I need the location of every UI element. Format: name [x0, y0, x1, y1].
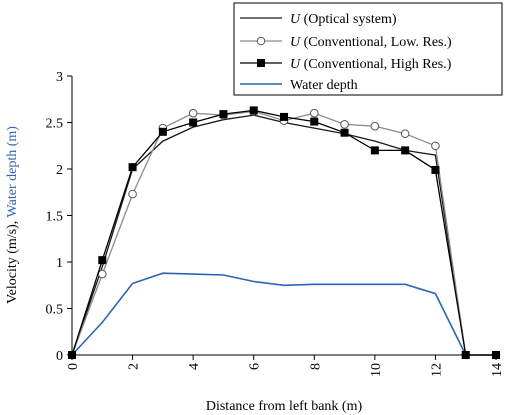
x-tick-label: 4: [187, 363, 202, 370]
y-tick-label: 0.5: [46, 303, 64, 318]
data-point: [492, 351, 500, 359]
legend-text: (Conventional, Low. Res.): [300, 35, 452, 50]
y-axis-title-water-depth: Water depth (m): [5, 126, 20, 218]
data-point: [97, 269, 107, 279]
legend-symbol: U: [290, 12, 301, 27]
series-layer: [67, 106, 501, 360]
legend-text: (Conventional, High Res.): [300, 57, 452, 72]
data-point: [189, 118, 198, 127]
x-tick-label: 14: [490, 363, 505, 377]
data-point: [400, 129, 410, 138]
legend-label: Water depth: [290, 78, 358, 93]
legend-marker: [257, 59, 265, 67]
series-3: [71, 272, 496, 356]
data-point: [461, 351, 470, 359]
y-tick-label: 2.5: [46, 117, 64, 132]
x-tick-label: 6: [248, 363, 263, 370]
x-tick-label: 10: [369, 363, 384, 377]
x-tick-label: 8: [308, 363, 323, 370]
data-point: [370, 146, 379, 155]
data-point: [98, 256, 107, 265]
data-point: [309, 108, 319, 118]
legend-symbol: U: [290, 57, 301, 72]
data-point: [340, 120, 349, 129]
legend-label: U (Conventional, Low. Res.): [290, 35, 452, 50]
data-point: [128, 163, 137, 172]
y-axis-title-velocity: Velocity (m/s),: [5, 217, 20, 303]
legend: U (Optical system)U (Conventional, Low. …: [233, 2, 503, 96]
data-point: [310, 117, 319, 126]
data-point: [370, 121, 380, 131]
legend-item-3: Water depth: [240, 78, 358, 93]
data-point: [128, 189, 137, 199]
legend-text: Water depth: [290, 78, 358, 93]
legend-symbol: U: [290, 35, 301, 50]
data-point: [431, 165, 440, 174]
y-tick-label: 0: [56, 349, 63, 364]
series-1: [67, 107, 501, 360]
x-axis-ticks: 0 2 4 6 8 10 12 14: [66, 355, 505, 377]
data-point: [68, 351, 76, 359]
x-tick-label: 2: [127, 363, 142, 370]
x-axis-title: Distance from left bank (m): [206, 399, 363, 414]
series-2: [68, 106, 500, 359]
data-point: [431, 141, 440, 151]
data-point: [280, 112, 288, 121]
y-tick-label: 1: [56, 256, 63, 271]
legend-item-2: U (Conventional, High Res.): [240, 57, 452, 72]
series-line: [71, 114, 496, 356]
y-axis-title: Velocity (m/s), Water depth (m): [5, 126, 20, 304]
data-point: [249, 106, 258, 115]
legend-marker: [256, 36, 266, 46]
legend-item-0: U (Optical system): [240, 12, 397, 27]
legend-item-1: U (Conventional, Low. Res.): [240, 35, 452, 50]
data-point: [401, 146, 410, 155]
data-point: [340, 128, 349, 137]
y-tick-label: 3: [56, 70, 63, 85]
x-tick-label: 0: [66, 363, 81, 370]
y-tick-label: 1.5: [46, 210, 64, 225]
y-axis-ticks: 0 0.5 1 1.5 2 2.5 3: [46, 70, 72, 364]
data-point: [188, 108, 198, 118]
series-0: [71, 114, 496, 356]
y-tick-label: 2: [56, 163, 63, 178]
plot-area: 0 0.5 1 1.5 2 2.5 3 0 2 4 6 8 10 12 14: [46, 70, 506, 377]
series-line: [71, 272, 496, 356]
x-tick-label: 12: [429, 363, 444, 377]
legend-label: U (Optical system): [290, 12, 397, 27]
data-point: [219, 110, 228, 119]
data-point: [158, 127, 167, 136]
legend-text: (Optical system): [300, 12, 397, 27]
legend-label: U (Conventional, High Res.): [290, 57, 452, 72]
